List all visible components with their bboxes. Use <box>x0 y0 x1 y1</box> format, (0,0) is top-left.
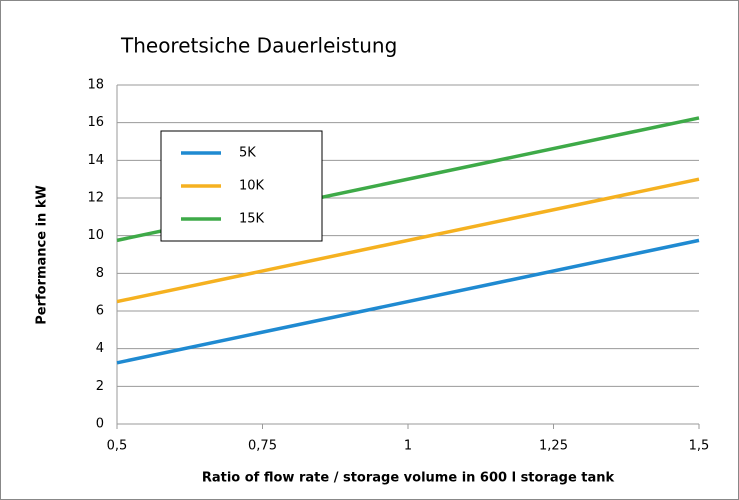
chart-title: Theoretsiche Dauerleistung <box>120 34 397 58</box>
legend-label: 15K <box>239 212 265 227</box>
y-tick-label: 16 <box>87 115 104 130</box>
y-tick-label: 0 <box>96 417 104 432</box>
legend-label: 5K <box>239 146 256 161</box>
y-tick-label: 2 <box>96 379 104 394</box>
x-tick-label: 1 <box>404 439 412 454</box>
y-tick-label: 6 <box>96 304 104 319</box>
x-tick-label: 1,5 <box>689 439 710 454</box>
series-line <box>116 238 700 365</box>
y-tick-label: 18 <box>87 78 104 93</box>
y-tick-label: 10 <box>87 228 104 243</box>
x-tick-label: 0,75 <box>248 439 277 454</box>
y-axis-label: Performance in kW <box>35 185 50 325</box>
y-tick-label: 4 <box>96 341 104 356</box>
x-axis-label: Ratio of flow rate / storage volume in 6… <box>202 471 615 486</box>
x-tick-label: 1,25 <box>539 439 568 454</box>
y-tick-label: 14 <box>87 153 104 168</box>
legend-label: 10K <box>239 179 265 194</box>
y-tick-label: 8 <box>96 266 104 281</box>
series-line <box>116 177 700 304</box>
y-tick-label: 12 <box>87 191 104 206</box>
x-tick-label: 0,5 <box>107 439 128 454</box>
